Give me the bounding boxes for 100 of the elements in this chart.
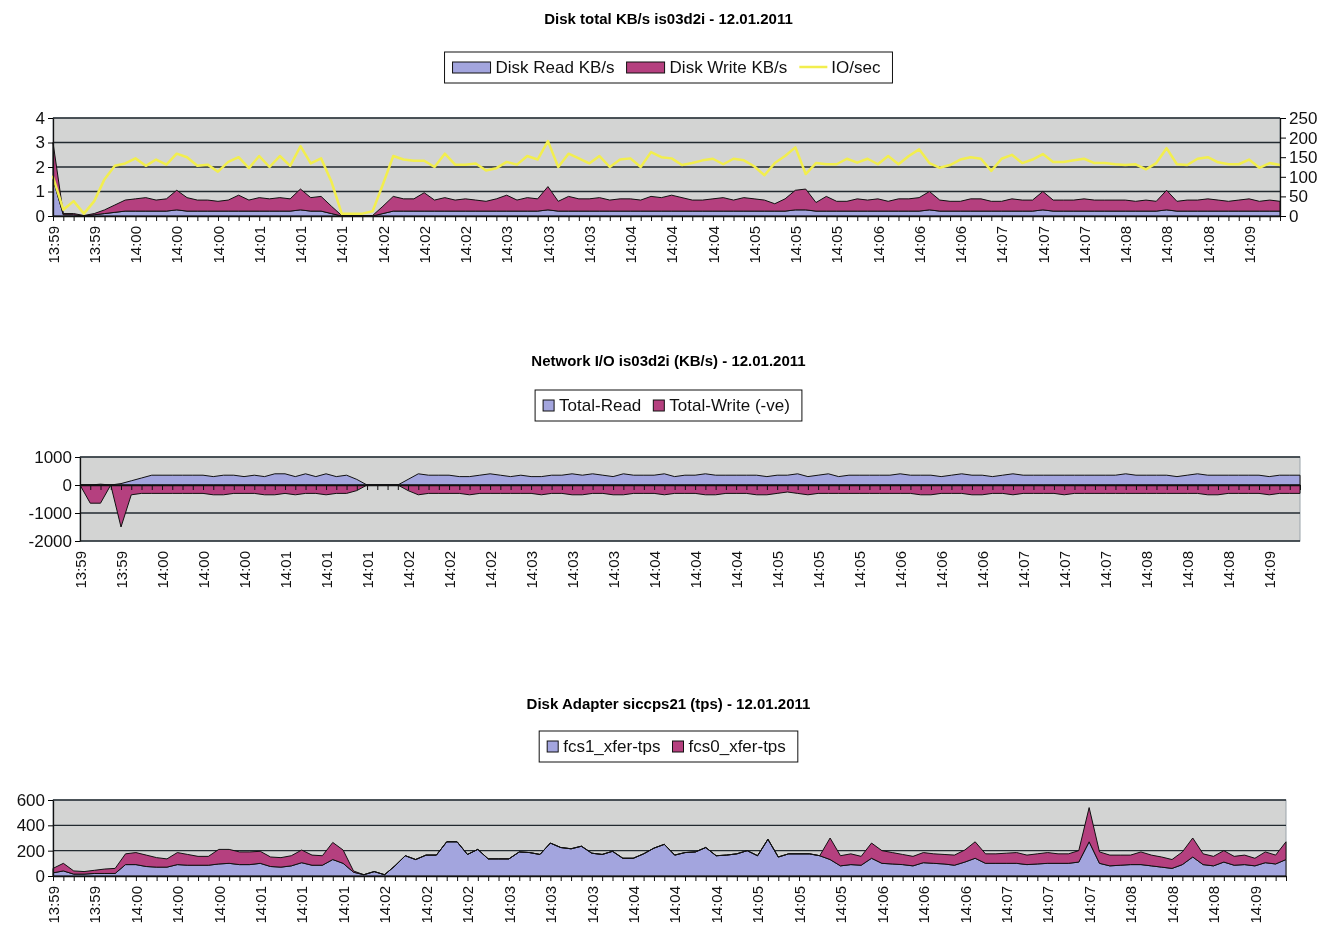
x-tick-label: 14:01 [250,226,268,264]
x-tick-label: 14:07 [997,886,1015,924]
x-tick-label: 13:59 [86,886,104,924]
x-tick-label: 14:03 [539,226,557,264]
x-tick-label: 14:02 [376,886,394,924]
x-tick-label: 14:04 [624,886,642,924]
x-tick-label: 14:01 [276,551,294,589]
y2-tick-label: 150 [1289,148,1318,168]
x-tick-label: 14:05 [768,551,786,589]
x-tick-label: 14:00 [127,226,145,264]
legend-label: Total-Read [559,396,642,415]
x-tick-label: 14:03 [604,551,622,589]
legend-label: Disk Read KB/s [495,58,615,77]
x-tick-label: 14:01 [334,886,352,924]
x-tick-label: 14:07 [1080,886,1098,924]
x-tick-label: 14:05 [832,886,850,924]
y-tick-label: 1 [35,182,45,202]
x-tick-label: 14:03 [522,551,540,589]
x-tick-label: 14:07 [993,226,1011,264]
legend-label: IO/sec [831,58,881,77]
x-tick-label: 14:01 [293,886,311,924]
x-tick-label: 14:08 [1205,886,1223,924]
y-tick-label: 400 [16,816,45,836]
chart-title: Disk total KB/s is03d2i - 12.01.2011 [544,10,793,27]
x-tick-label: 14:05 [809,551,827,589]
x-tick-label: 13:59 [85,226,103,264]
x-tick-label: 14:09 [1260,551,1278,589]
x-tick-label: 14:07 [1075,226,1093,264]
y2-tick-label: 100 [1289,167,1318,187]
x-tick-label: 14:04 [645,551,663,589]
x-tick-label: 14:07 [1039,886,1057,924]
x-tick-label: 14:04 [666,886,684,924]
y-tick-label: 1000 [34,447,72,467]
x-tick-label: 14:08 [1158,226,1176,264]
x-tick-label: 14:00 [194,551,212,589]
x-tick-label: 14:02 [459,886,477,924]
x-tick-label: 14:05 [790,886,808,924]
x-tick-label: 14:04 [704,226,722,264]
y2-tick-label: 200 [1289,128,1318,148]
x-tick-label: 14:08 [1219,551,1237,589]
x-tick-label: 14:08 [1178,551,1196,589]
x-tick-label: 14:04 [686,551,704,589]
y-tick-label: 600 [16,790,45,810]
x-tick-label: 14:00 [235,551,253,589]
chart-title: Network I/O is03d2i (KB/s) - 12.01.2011 [531,352,806,369]
x-tick-label: 14:00 [210,886,228,924]
x-tick-label: 14:03 [542,886,560,924]
x-tick-label: 14:04 [622,226,640,264]
x-tick-label: 14:03 [563,551,581,589]
x-tick-label: 14:04 [727,551,745,589]
x-tick-label: 14:07 [1014,551,1032,589]
x-tick-label: 14:09 [1240,226,1258,264]
chart-title: Disk Adapter siccps21 (tps) - 12.01.2011 [526,695,811,712]
y-tick-label: -1000 [28,503,72,523]
x-tick-label: 14:04 [663,226,681,264]
x-tick-label: 14:07 [1096,551,1114,589]
x-tick-label: 13:59 [112,551,130,589]
x-tick-label: 14:08 [1199,226,1217,264]
y-tick-label: 0 [35,866,45,886]
x-tick-label: 14:00 [169,886,187,924]
y-tick-label: 0 [62,475,72,495]
y-tick-label: 2 [35,157,45,177]
x-tick-label: 14:06 [891,551,909,589]
x-tick-label: 14:00 [153,551,171,589]
y-tick-label: 0 [35,206,45,226]
x-tick-label: 14:02 [481,551,499,589]
legend-label: fcs1_xfer-tps [563,737,661,756]
x-tick-label: 13:59 [44,886,62,924]
x-tick-label: 14:06 [910,226,928,264]
x-tick-label: 14:06 [956,886,974,924]
x-tick-label: 14:07 [1055,551,1073,589]
y-tick-label: 200 [16,841,45,861]
x-tick-label: 14:01 [317,551,335,589]
x-tick-label: 14:05 [787,226,805,264]
x-tick-label: 14:06 [915,886,933,924]
x-tick-label: 14:02 [457,226,475,264]
x-tick-label: 14:02 [415,226,433,264]
x-tick-label: 14:06 [873,886,891,924]
x-tick-label: 14:06 [932,551,950,589]
x-tick-label: 14:00 [168,226,186,264]
x-tick-label: 14:02 [417,886,435,924]
x-tick-label: 14:08 [1122,886,1140,924]
y2-tick-label: 0 [1289,206,1299,226]
x-tick-label: 14:07 [1034,226,1052,264]
x-tick-label: 14:03 [583,886,601,924]
x-tick-label: 14:09 [1246,886,1264,924]
x-tick-label: 13:59 [44,226,62,264]
x-tick-label: 14:04 [707,886,725,924]
x-tick-label: 14:02 [374,226,392,264]
x-tick-label: 14:01 [333,226,351,264]
y2-tick-label: 50 [1289,187,1308,207]
legend-label: fcs0_xfer-tps [688,737,786,756]
x-tick-label: 14:08 [1163,886,1181,924]
x-tick-label: 14:05 [745,226,763,264]
y-tick-label: 3 [35,133,45,153]
x-tick-label: 14:00 [127,886,145,924]
x-tick-label: 14:02 [440,551,458,589]
x-tick-label: 14:05 [749,886,767,924]
y2-tick-label: 250 [1289,108,1318,128]
x-tick-label: 14:08 [1137,551,1155,589]
